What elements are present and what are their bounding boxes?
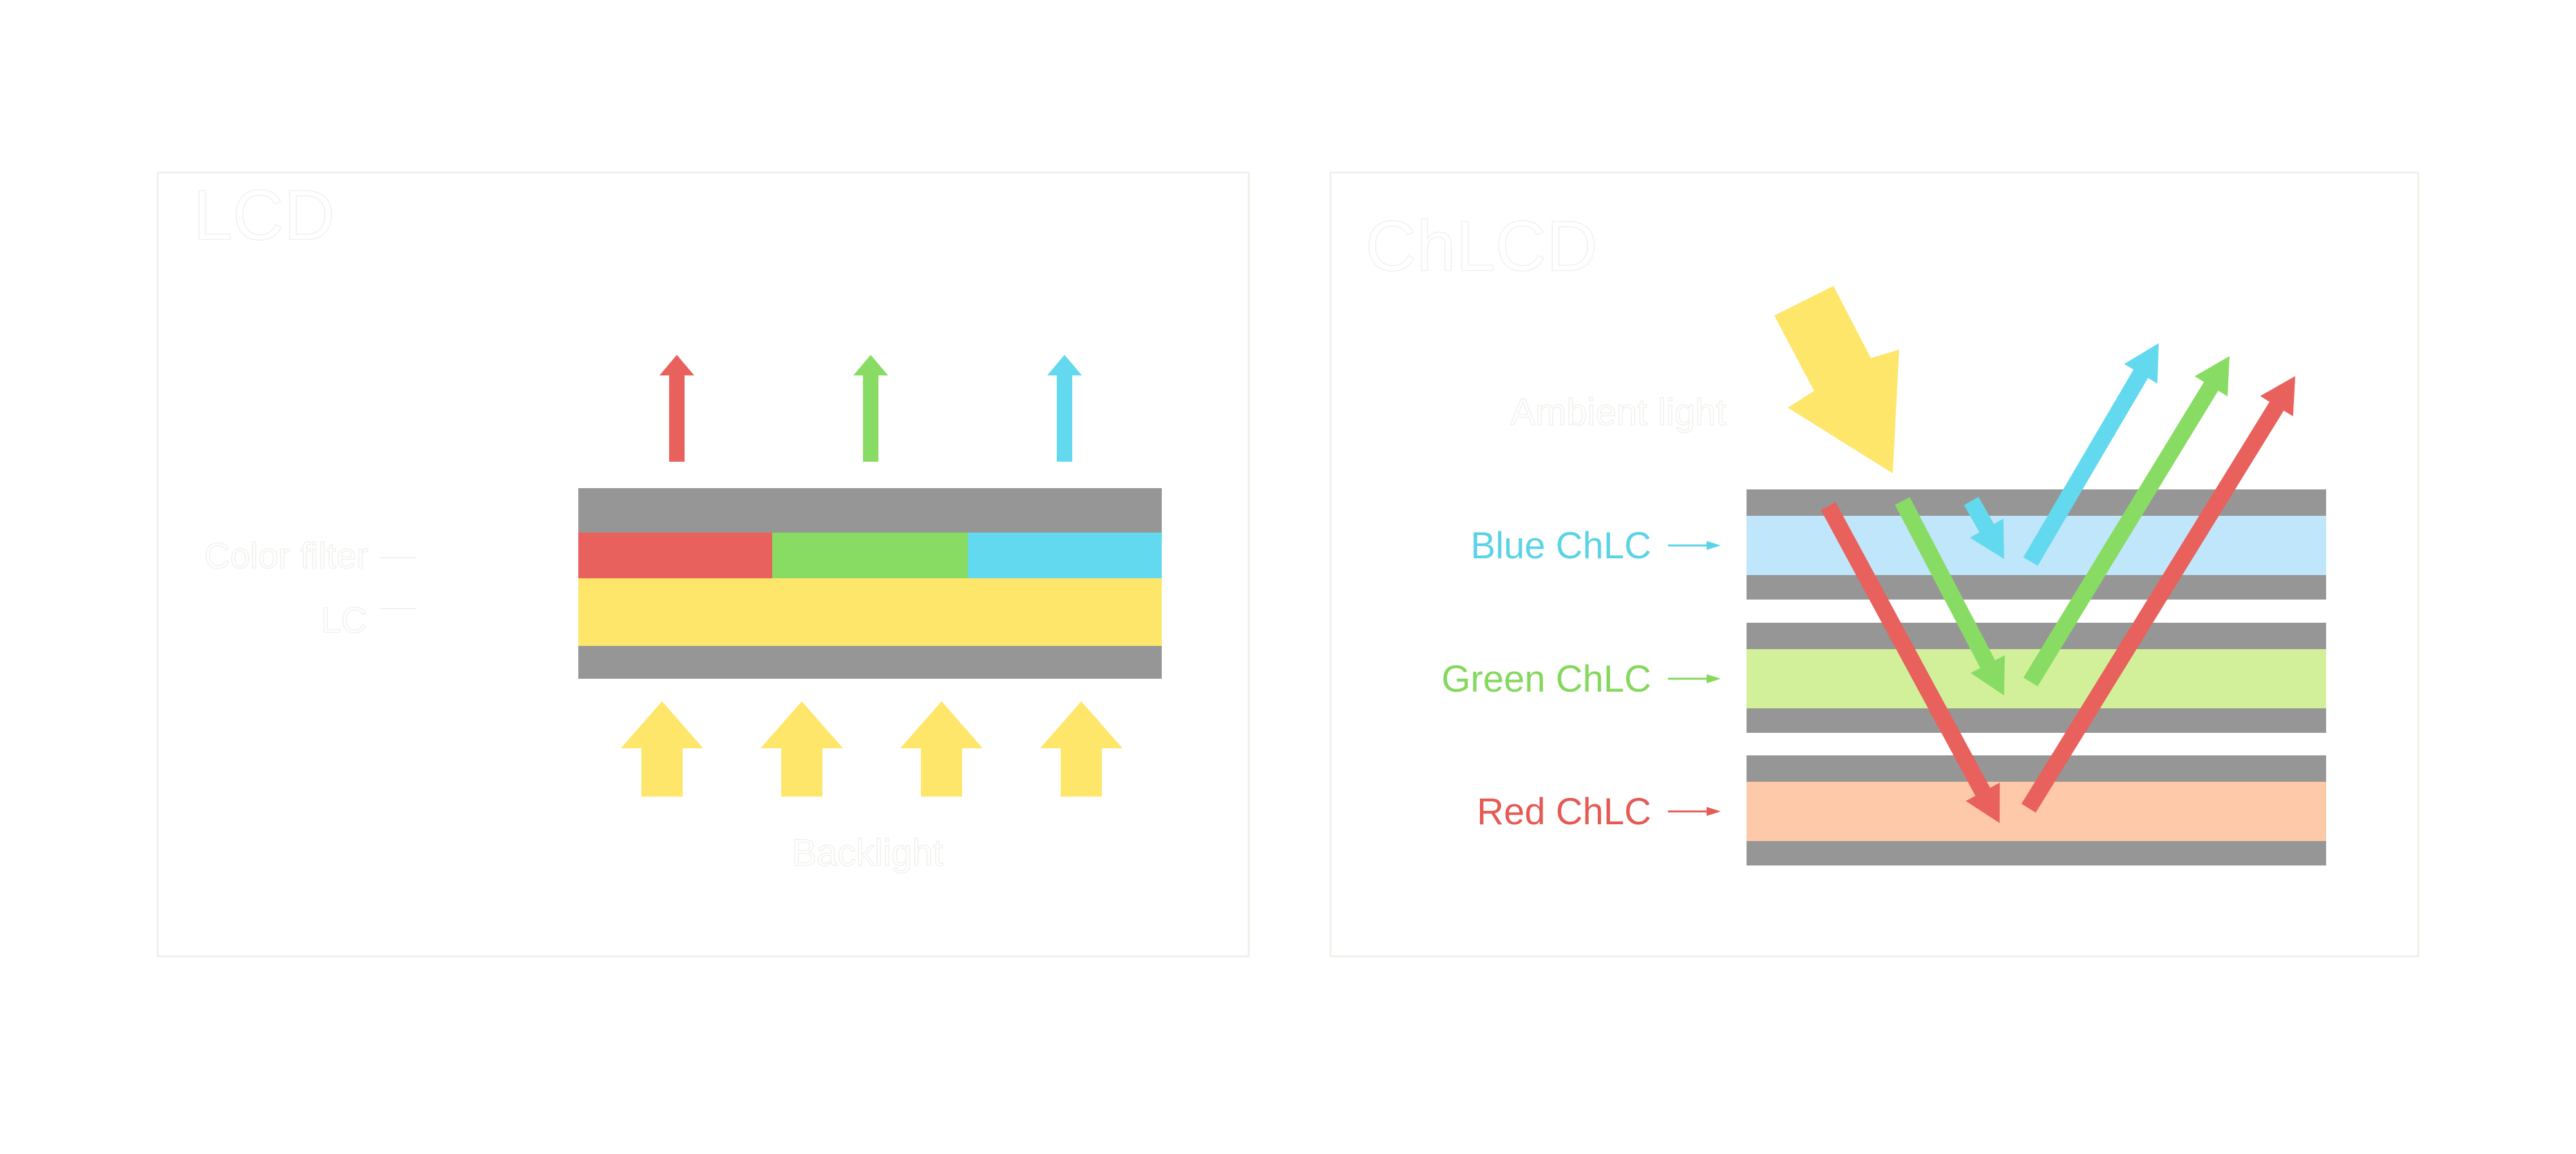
chlc-label: Blue ChLC (1471, 525, 1651, 567)
label-pointer-head (1707, 674, 1721, 683)
backlight-arrow (761, 701, 843, 797)
green-incident-ray (1895, 497, 2005, 695)
lcd-top-glass (578, 488, 1162, 533)
backlight-arrow (1040, 701, 1122, 797)
red-emitted-light-arrow (659, 355, 694, 462)
color-filter-blue (968, 533, 1162, 578)
lcd-title: LCD (193, 176, 335, 255)
backlight-arrow (621, 701, 703, 797)
color-filter-label: Color filter (204, 535, 368, 576)
chlcd-title: ChLCD (1365, 207, 1598, 286)
backlight-arrow (900, 701, 983, 797)
red-incident-ray (1821, 502, 2000, 823)
color-filter-red (578, 533, 772, 578)
backlight-label: Backlight (791, 832, 943, 874)
green-emitted-light-arrow (853, 355, 888, 462)
ambient-light-arrow (1774, 286, 1899, 473)
label-pointer-head (1707, 541, 1721, 550)
green-reflected-ray (2023, 356, 2230, 686)
color-filter-green (772, 533, 968, 578)
blue-reflected-ray (2023, 343, 2159, 566)
label-pointer-head (1707, 807, 1721, 816)
ambient-light-label: Ambient light (1510, 392, 1726, 433)
lcd-bottom-glass (578, 646, 1162, 679)
chlc-label: Red ChLC (1477, 791, 1651, 833)
lc-layer (578, 578, 1162, 646)
lc-label: LC (321, 600, 367, 640)
blue-incident-ray (1964, 497, 2004, 559)
chlc-label: Green ChLC (1441, 658, 1651, 700)
red-reflected-ray (2021, 376, 2295, 813)
cyan-emitted-light-arrow (1047, 355, 1082, 462)
